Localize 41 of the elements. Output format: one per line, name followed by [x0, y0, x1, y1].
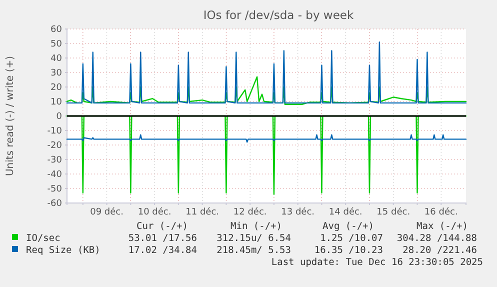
- text: 218.45m/ 5.53: [216, 245, 291, 256]
- x-tick-label: 11 déc.: [186, 206, 220, 218]
- y-tick-label: -50: [47, 184, 62, 194]
- x-tick-label: 15 déc.: [376, 206, 410, 218]
- text: Avg (-/+): [322, 221, 374, 232]
- y-tick-label: -20: [47, 140, 62, 151]
- line-series: [66, 76, 467, 105]
- x-tick-label: 16 déc.: [424, 206, 458, 218]
- y-tick-label: 0: [56, 112, 62, 122]
- legend-label: IO/sec: [26, 233, 60, 244]
- line-series: [66, 134, 467, 143]
- text: Max (-/+): [416, 221, 468, 232]
- text: 53.01 /17.56: [128, 233, 198, 244]
- y-tick-label: 20: [50, 82, 62, 93]
- y-tick-label: 30: [50, 68, 62, 78]
- y-tick-label: 10: [50, 97, 62, 108]
- text: 16.35 /10.23: [314, 245, 383, 256]
- x-tick-label: 09 déc.: [90, 206, 124, 218]
- line-series: [66, 41, 467, 104]
- chart-title: IOs for /dev/sda - by week: [203, 8, 354, 22]
- x-tick-label: 13 déc.: [281, 206, 315, 218]
- text: 17.02 /34.84: [128, 245, 198, 256]
- text: 1.25 /10.07: [320, 233, 383, 244]
- x-tick-label: 12 déc.: [233, 206, 267, 218]
- y-tick-label: -10: [47, 126, 62, 136]
- text: Cur (-/+): [136, 221, 188, 232]
- y-tick-label: -60: [47, 198, 62, 209]
- text: Min (-/+): [230, 221, 282, 232]
- text: 312.15u/ 6.54: [216, 233, 292, 244]
- text: 304.28 /144.88: [396, 233, 478, 244]
- text: 28.20 /221.46: [402, 245, 478, 256]
- x-tick-label: 14 déc.: [328, 206, 362, 218]
- text: Last update: Tue Dec 16 23:30:05 2025: [271, 257, 483, 268]
- legend-label: Req Size (KB): [26, 245, 100, 256]
- y-axis-title: Units read (-) / write (+): [5, 56, 16, 176]
- y-tick-label: 50: [50, 39, 62, 50]
- x-tick-label: 10 déc.: [138, 206, 172, 218]
- y-tick-label: 60: [50, 24, 62, 35]
- y-tick-label: -30: [47, 155, 62, 166]
- y-tick-label: 40: [50, 54, 62, 64]
- y-tick-label: -40: [47, 170, 62, 180]
